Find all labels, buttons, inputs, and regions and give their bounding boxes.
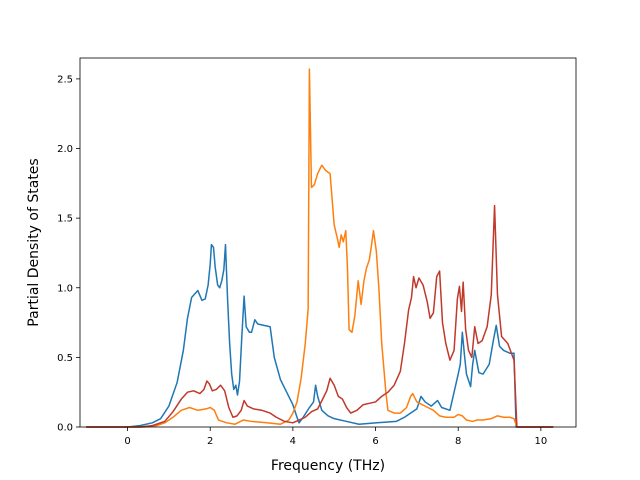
pdos-series-3-line [86,204,554,428]
series-layer [86,68,554,428]
x-tick-label: 10 [534,436,547,447]
x-tick-label: 4 [290,436,296,447]
y-tick-label: 0.5 [57,353,73,364]
y-axis-ticks: 0.0 0.5 1.0 1.5 2.0 2.5 [57,74,80,434]
plot-area [80,58,576,427]
y-tick-label: 1.0 [57,283,73,294]
pdos-series-1-line [86,243,554,428]
y-axis-label: Partial Density of States [26,158,42,326]
x-axis-ticks: 0 2 4 6 8 10 [124,427,547,447]
x-tick-label: 6 [372,436,378,447]
x-tick-label: 0 [124,436,130,447]
y-tick-label: 2.0 [57,144,73,155]
x-tick-label: 2 [207,436,213,447]
x-axis-label: Frequency (THz) [271,458,385,474]
y-tick-label: 0.0 [57,423,73,434]
y-tick-label: 1.5 [57,214,73,225]
y-tick-label: 2.5 [57,74,73,85]
x-tick-label: 8 [455,436,461,447]
pdos-series-2-line [86,68,554,428]
plot-frame [79,57,577,428]
